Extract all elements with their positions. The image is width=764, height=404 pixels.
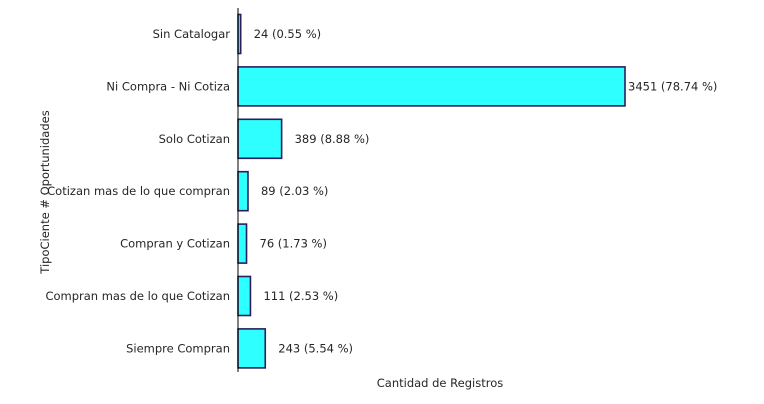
bar — [237, 170, 249, 212]
tick-labels-layer: Sin Catalogar Ni Compra - Ni Cotiza Solo C… — [45, 27, 230, 355]
y-tick-label: Ni Compra - Ni Cotiza — [106, 79, 230, 93]
x-axis-label: Cantidad de Registros — [377, 376, 503, 390]
bar-value-label: 243 (5.54 %) — [278, 341, 353, 355]
y-axis-label: TipoCiente # Oportunidades — [38, 110, 52, 274]
y-tick-label: Cotizan mas de lo que compran — [47, 184, 230, 198]
bar — [237, 118, 283, 160]
data-labels-layer: 24 (0.55 %) 3451 (78.74 %) 389 (8.88 %) 89 … — [254, 27, 718, 355]
y-tick-label: Sin Catalogar — [153, 27, 231, 41]
bar-value-label: 389 (8.88 %) — [295, 132, 370, 146]
y-tick-label: Compran y Cotizan — [120, 237, 230, 251]
y-tick-label: Compran mas de lo que Cotizan — [45, 289, 230, 303]
bar-value-label: 76 (1.73 %) — [260, 237, 327, 251]
bar — [237, 66, 626, 107]
bar — [237, 275, 252, 317]
bar-value-label: 3451 (78.74 %) — [628, 79, 717, 93]
bar-value-label: 111 (2.53 %) — [263, 289, 338, 303]
bar — [237, 328, 267, 369]
bar-value-label: 89 (2.03 %) — [261, 184, 328, 198]
bar — [237, 223, 248, 264]
bar-value-label: 24 (0.55 %) — [254, 27, 321, 41]
y-tick-label: Solo Cotizan — [159, 132, 230, 146]
y-tick-label: Siempre Compran — [126, 341, 230, 355]
